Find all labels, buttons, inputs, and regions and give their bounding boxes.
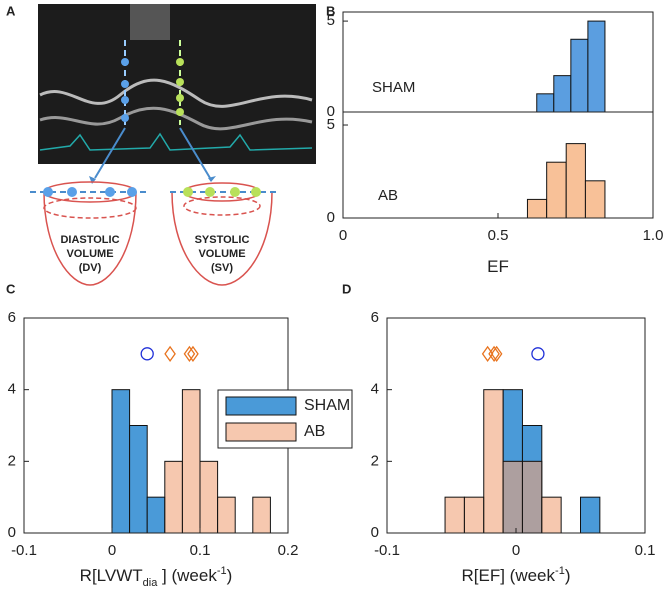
- histogram-bar: [546, 161, 567, 219]
- heart-label: VOLUME: [66, 248, 113, 260]
- annotation: SHAM: [372, 79, 415, 96]
- panel-label: C: [6, 281, 16, 296]
- histogram-bar: [129, 425, 148, 534]
- histogram-bar: [164, 460, 183, 534]
- marker-diamond: [164, 345, 176, 362]
- x-axis-label-part: ): [565, 566, 571, 585]
- y-tick-label: 4: [8, 381, 16, 398]
- histogram-bar: [570, 38, 589, 113]
- measure-points: [43, 187, 137, 197]
- heart-diagram: [43, 181, 273, 286]
- x-tick-label: 0.1: [635, 542, 656, 559]
- histogram-bar: [541, 496, 562, 534]
- histogram-bar: [217, 496, 236, 534]
- x-axis-label: R[LVWTdia ] (week-1): [80, 565, 233, 589]
- x-tick-label: -0.1: [11, 542, 37, 559]
- m-mode-trace: [39, 106, 313, 131]
- histogram-bar: [252, 496, 271, 534]
- x-axis-label-part: -1: [555, 565, 565, 577]
- legend-swatch: [225, 422, 297, 442]
- y-tick-label: 0: [327, 103, 335, 120]
- histogram-bar: [521, 460, 543, 534]
- heart-label: (DV): [79, 262, 102, 274]
- ultrasound-thumbnail: [130, 4, 170, 40]
- x-axis-label-part: R[EF] (week: [462, 566, 556, 585]
- x-axis-label: EF: [487, 257, 509, 276]
- m-mode-trace: [39, 78, 313, 108]
- y-tick-label: 6: [371, 309, 379, 326]
- x-axis-label-part: dia: [143, 577, 159, 589]
- panel-a: A DIASTOLIC VOLUME (DV) SYSTOLIC VOLUME …: [6, 3, 316, 286]
- histogram-bar: [553, 75, 572, 113]
- histogram-bar: [536, 93, 555, 113]
- marker-diamond: [488, 345, 500, 362]
- measure-points: [183, 187, 261, 197]
- heart-label: (SV): [211, 262, 233, 274]
- x-axis-label-part: ): [227, 566, 233, 585]
- y-tick-label: 2: [8, 452, 16, 469]
- histogram-bar: [181, 389, 201, 534]
- legend-swatch: [225, 396, 297, 416]
- histogram-bar: [444, 496, 465, 534]
- marker-diamond: [490, 345, 503, 362]
- y-tick-label: 5: [327, 116, 335, 133]
- histogram-bar: [483, 389, 504, 534]
- histogram-bar: [502, 460, 523, 534]
- x-tick-label: 1.0: [643, 227, 664, 244]
- measure-points: [176, 58, 184, 116]
- y-tick-label: 0: [8, 524, 16, 541]
- measure-points: [121, 58, 129, 122]
- histogram-bar: [584, 180, 606, 219]
- legend-label: SHAM: [304, 397, 350, 414]
- y-tick-label: 6: [8, 309, 16, 326]
- marker-circle: [140, 347, 154, 361]
- marker-circle: [531, 347, 545, 361]
- x-tick-label: 0: [108, 542, 116, 559]
- histogram-bar: [580, 496, 601, 534]
- y-tick-label: 2: [371, 452, 379, 469]
- histogram-bar: [587, 20, 606, 113]
- histogram-bar: [146, 496, 166, 534]
- arrow: [94, 127, 211, 179]
- marker-diamond: [187, 345, 199, 362]
- histogram-bar: [463, 496, 485, 534]
- heart-label: VOLUME: [198, 248, 245, 260]
- legend-label: AB: [304, 423, 325, 440]
- annotation: AB: [378, 187, 398, 204]
- histogram-bar: [199, 460, 219, 534]
- y-tick-label: 4: [371, 381, 379, 398]
- x-tick-label: 0.5: [488, 227, 509, 244]
- x-axis-label-part: R[LVWT: [80, 566, 143, 585]
- marker-diamond: [183, 345, 196, 362]
- histogram-bar: [565, 143, 586, 219]
- x-tick-label: 0: [512, 542, 520, 559]
- panel-label: A: [6, 3, 16, 18]
- heart-label: SYSTOLIC: [195, 234, 250, 246]
- x-axis-label: R[EF] (week-1): [462, 565, 571, 586]
- x-tick-label: -0.1: [374, 542, 400, 559]
- x-axis-label-part: -1: [217, 565, 227, 577]
- ecg-trace: [39, 132, 313, 151]
- histogram-bar: [111, 389, 131, 534]
- y-tick-label: 5: [327, 12, 335, 29]
- histogram-bar: [526, 198, 548, 219]
- y-tick-label: 0: [371, 524, 379, 541]
- x-tick-label: 0.2: [278, 542, 299, 559]
- panel-label: D: [342, 281, 351, 296]
- x-tick-label: 0.1: [190, 542, 211, 559]
- x-tick-label: 0: [339, 227, 347, 244]
- heart-label: DIASTOLIC: [60, 234, 119, 246]
- axes-box: [342, 11, 654, 113]
- y-tick-label: 0: [327, 209, 335, 226]
- x-axis-label-part: ] (week: [157, 566, 217, 585]
- x-axis-label-part: EF: [487, 257, 509, 276]
- panel-label: B: [326, 3, 335, 18]
